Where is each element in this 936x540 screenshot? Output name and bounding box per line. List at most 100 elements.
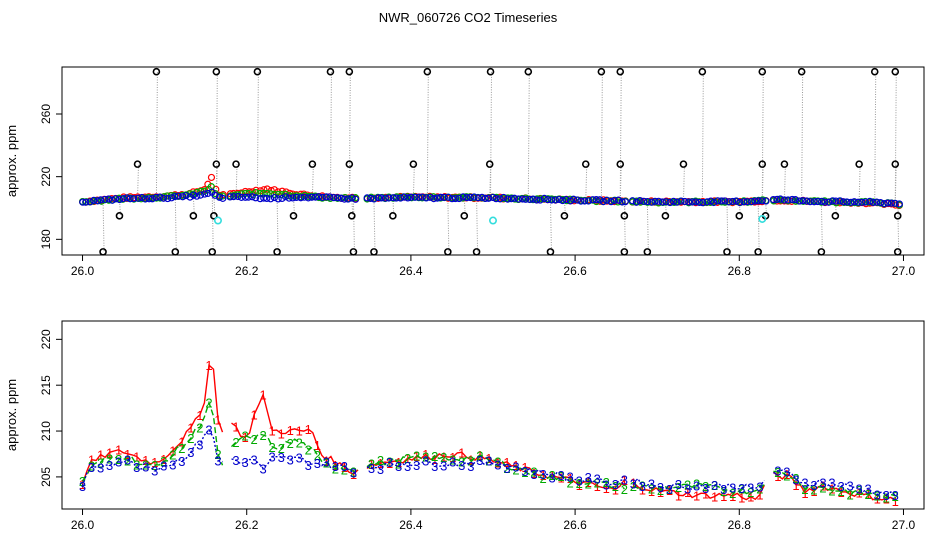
- outlier-point: [210, 212, 218, 220]
- series-point: [614, 196, 623, 204]
- series-marker: 1: [810, 484, 817, 499]
- series-point: [318, 193, 326, 201]
- series-point: [244, 193, 253, 201]
- series-marker: 3: [241, 455, 248, 470]
- series-point: [385, 194, 393, 202]
- series-point: [422, 194, 430, 202]
- series-point: [721, 197, 729, 205]
- series-marker: 1: [260, 388, 267, 403]
- series-marker: 1: [883, 492, 890, 507]
- series-point: [895, 200, 903, 208]
- series-marker: 2: [494, 454, 501, 469]
- series-marker: 2: [214, 447, 221, 462]
- series-marker: 2: [133, 458, 140, 473]
- spike-line: [256, 71, 259, 198]
- series-marker: 3: [846, 479, 853, 494]
- spike-line: [897, 203, 900, 216]
- series-marker: 2: [314, 448, 321, 463]
- series-marker: 1: [449, 450, 456, 465]
- series-marker: 2: [621, 482, 628, 497]
- outlier-point: [326, 67, 335, 76]
- series-marker: 2: [278, 441, 285, 456]
- series-marker: 1: [539, 468, 546, 483]
- series-marker: 2: [269, 440, 276, 455]
- series-marker: 1: [684, 485, 691, 500]
- series-marker: 1: [819, 479, 826, 494]
- series-marker: 1: [169, 443, 176, 458]
- series-marker: 3: [106, 458, 113, 473]
- series-marker: 1: [196, 408, 203, 423]
- series-marker: 2: [548, 468, 555, 483]
- series-marker: 2: [675, 480, 682, 495]
- series-marker: 3: [115, 455, 122, 470]
- series-marker: 3: [747, 480, 754, 495]
- series-marker: 2: [657, 483, 664, 498]
- series-point: [866, 197, 874, 205]
- series-point: [256, 195, 264, 203]
- spike-line: [276, 198, 279, 252]
- series-point: [374, 194, 383, 202]
- series-marker: 3: [720, 482, 727, 497]
- series-marker: 3: [585, 470, 592, 485]
- outlier-point: [546, 248, 555, 256]
- series-marker: 1: [422, 447, 429, 462]
- series-point: [174, 192, 182, 200]
- outlier-point: [723, 248, 731, 256]
- series-marker: 3: [828, 476, 835, 491]
- series-marker: 3: [341, 459, 348, 474]
- series-point: [292, 193, 300, 202]
- series-marker: 1: [187, 420, 194, 435]
- outlier-point: [581, 160, 590, 168]
- series-point: [274, 195, 282, 203]
- series-marker: 1: [431, 452, 438, 467]
- series-point: [193, 192, 201, 200]
- series-point: [263, 185, 271, 193]
- upper-plot-frame: [61, 66, 925, 256]
- series-marker: 3: [314, 456, 321, 471]
- series-marker: 2: [612, 479, 619, 494]
- spike-line: [897, 203, 900, 252]
- series-point: [548, 196, 556, 204]
- series-point: [152, 193, 160, 201]
- series-point: [156, 193, 164, 201]
- series-point: [411, 193, 419, 201]
- outlier-point: [620, 248, 629, 256]
- series-marker: 1: [97, 447, 104, 462]
- series-point: [415, 193, 423, 201]
- series-point: [163, 192, 171, 200]
- outlier-point: [698, 67, 707, 76]
- series-point: [463, 193, 471, 202]
- series-point: [285, 194, 293, 202]
- outlier-point: [891, 160, 900, 168]
- series-marker: 3: [512, 460, 519, 475]
- series-marker: 3: [395, 459, 402, 474]
- series-marker: 2: [187, 431, 194, 446]
- spike-line: [373, 198, 376, 252]
- series-point: [655, 197, 663, 205]
- series-marker: 1: [585, 475, 592, 490]
- series-point: [348, 194, 356, 202]
- outlier-point: [643, 248, 652, 256]
- series-marker: 3: [612, 477, 619, 492]
- series-marker: 1: [296, 423, 303, 438]
- series-marker: 1: [521, 460, 528, 475]
- series-marker: 1: [594, 479, 601, 494]
- series-point: [858, 198, 866, 206]
- spike-line: [820, 201, 823, 252]
- outlier-point: [212, 160, 221, 168]
- series-marker: 2: [539, 471, 546, 486]
- cyan-point: [488, 216, 497, 225]
- series-marker: 1: [178, 435, 185, 450]
- series-marker: 3: [350, 466, 357, 481]
- series-point: [536, 196, 544, 204]
- series-point: [167, 194, 176, 202]
- outlier-point: [115, 212, 124, 220]
- series-marker: 1: [386, 456, 393, 471]
- series-point: [322, 193, 330, 201]
- series-point: [526, 195, 534, 204]
- series-point: [97, 196, 105, 204]
- series-point: [289, 194, 297, 202]
- outlier-point: [754, 248, 762, 256]
- series-marker: 3: [603, 478, 610, 493]
- series-marker: 2: [458, 454, 465, 469]
